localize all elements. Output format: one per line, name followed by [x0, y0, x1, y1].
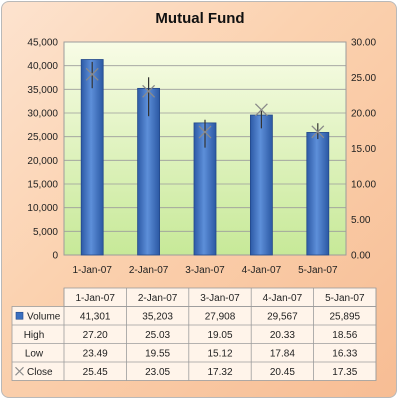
table-value-cell: 25.45 — [83, 367, 108, 378]
table-value-cell: 41,301 — [80, 311, 111, 322]
y-secondary-tick-label: 30.00 — [351, 38, 376, 49]
close-marker — [311, 125, 325, 139]
table-header-cell: 5-Jan-07 — [325, 293, 365, 304]
close-marker — [254, 103, 268, 117]
close-marker — [142, 84, 156, 98]
close-marker — [198, 125, 212, 139]
table-value-cell: 27.20 — [83, 330, 108, 341]
table-value-cell: 19.05 — [207, 330, 232, 341]
x-tick-label: 2-Jan-07 — [129, 265, 169, 276]
volume-bar — [80, 59, 104, 256]
y-secondary-tick-label: 5.00 — [351, 215, 371, 226]
table-value-cell: 19.55 — [145, 348, 170, 359]
x-tick-label: 5-Jan-07 — [298, 265, 338, 276]
volume-bar — [249, 114, 273, 256]
legend-key-close — [15, 366, 24, 376]
table-header-cell: 4-Jan-07 — [263, 293, 303, 304]
table-value-cell: 20.45 — [270, 367, 295, 378]
y-secondary-tick-label: 10.00 — [351, 180, 376, 191]
table-value-cell: 20.33 — [270, 330, 295, 341]
table-header-cell: 2-Jan-07 — [138, 293, 178, 304]
legend-key-volume — [15, 311, 24, 320]
table-value-cell: 15.12 — [207, 348, 232, 359]
y-primary-tick-label: 35,000 — [27, 85, 58, 96]
x-tick-label: 4-Jan-07 — [242, 265, 282, 276]
y-primary-tick-label: 20,000 — [27, 156, 58, 167]
table-value-cell: 17.35 — [332, 367, 357, 378]
table-value-cell: 18.56 — [332, 330, 357, 341]
table-value-cell: 25,895 — [330, 311, 361, 322]
y-secondary-tick-label: 20.00 — [351, 109, 376, 120]
table-series-label: Volume — [27, 311, 61, 322]
table-value-cell: 23.05 — [145, 367, 170, 378]
y-primary-tick-label: 30,000 — [27, 109, 58, 120]
table-value-cell: 17.32 — [207, 367, 232, 378]
table-value-cell: 23.49 — [83, 348, 108, 359]
table-value-cell: 35,203 — [142, 311, 173, 322]
y-primary-tick-label: 15,000 — [27, 180, 58, 191]
y-secondary-tick-label: 25.00 — [351, 73, 376, 84]
table-value-cell: 25.03 — [145, 330, 170, 341]
table-header-cell: 3-Jan-07 — [200, 293, 240, 304]
table-series-label: Low — [25, 348, 44, 359]
volume-bar — [306, 132, 330, 256]
table-value-cell: 27,908 — [205, 311, 236, 322]
table-series-label: High — [24, 330, 45, 341]
y-primary-tick-label: 45,000 — [27, 38, 58, 49]
y-primary-tick-label: 25,000 — [27, 132, 58, 143]
x-tick-label: 3-Jan-07 — [185, 265, 225, 276]
table-value-cell: 17.84 — [270, 348, 295, 359]
table-value-cell: 29,567 — [267, 311, 298, 322]
chart-title: Mutual Fund — [155, 10, 245, 27]
x-tick-label: 1-Jan-07 — [72, 265, 112, 276]
table-header-cell: 1-Jan-07 — [75, 293, 115, 304]
table-series-label: Close — [27, 367, 53, 378]
y-secondary-tick-label: 0.00 — [351, 251, 371, 262]
table-value-cell: 16.33 — [332, 348, 357, 359]
y-primary-tick-label: 40,000 — [27, 61, 58, 72]
y-primary-tick-label: 10,000 — [27, 203, 58, 214]
close-marker — [85, 67, 99, 81]
y-primary-tick-label: 5,000 — [33, 227, 58, 238]
y-secondary-tick-label: 15.00 — [351, 144, 376, 155]
y-primary-tick-label: 0 — [52, 251, 58, 262]
